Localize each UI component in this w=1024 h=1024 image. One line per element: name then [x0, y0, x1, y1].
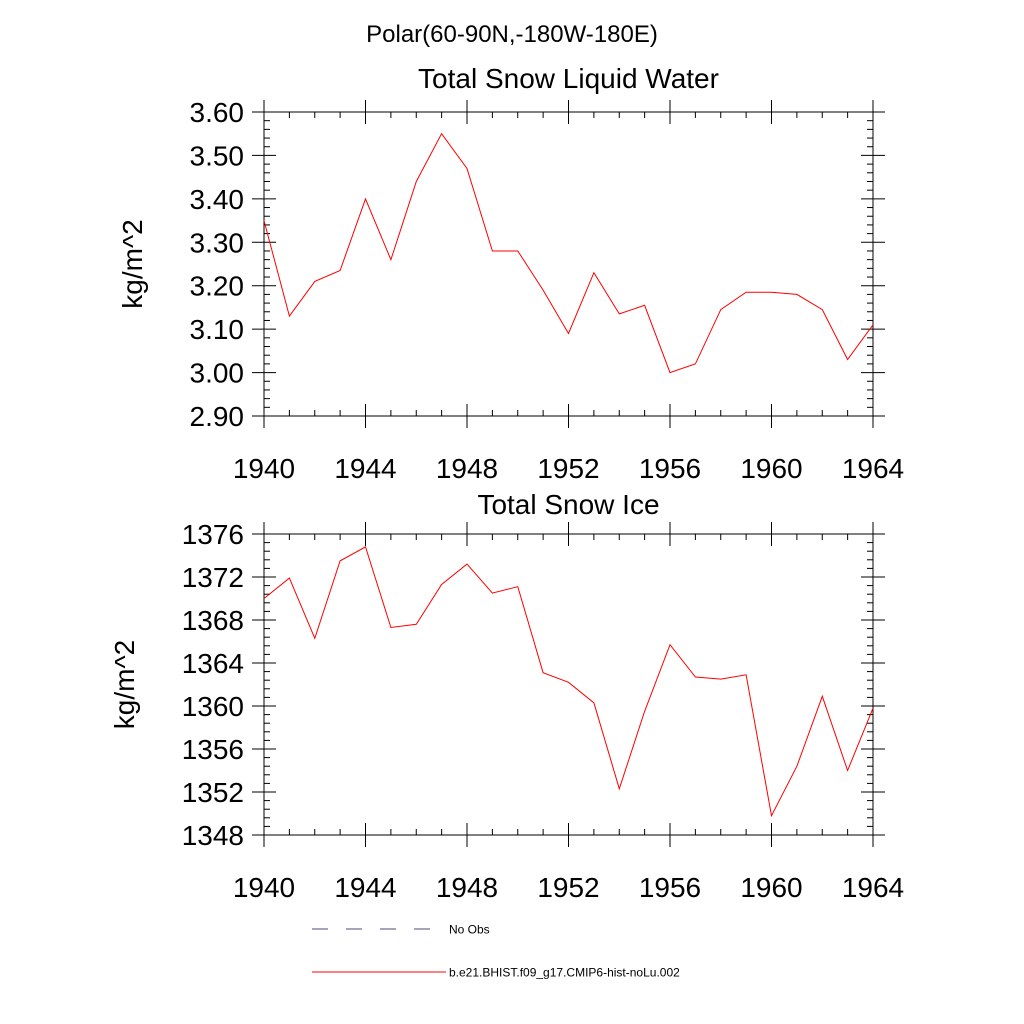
x-tick-label: 1952 [537, 453, 599, 484]
x-tick-label: 1940 [233, 872, 295, 903]
x-tick-label: 1956 [639, 453, 701, 484]
y-tick-label: 3.40 [190, 184, 245, 215]
series-line [263, 132, 874, 374]
y-tick-label: 3.30 [190, 227, 245, 258]
x-tick-label: 1944 [334, 872, 396, 903]
legend: No Obs b.e21.BHIST.f09_g17.CMIP6-hist-no… [312, 923, 680, 980]
y-axis-label: kg/m^2 [109, 640, 140, 729]
plot-frame [263, 533, 874, 836]
x-tick-label: 1960 [740, 453, 802, 484]
y-tick-label: 1368 [182, 605, 244, 636]
y-tick-label: 1356 [182, 734, 244, 765]
x-tick-label: 1964 [842, 453, 904, 484]
legend-label-no-obs: No Obs [449, 923, 490, 937]
x-tick-label: 1944 [334, 453, 396, 484]
x-tick-label: 1948 [436, 453, 498, 484]
y-tick-label: 3.10 [190, 314, 245, 345]
y-tick-label: 1360 [182, 691, 244, 722]
x-tick-label: 1964 [842, 872, 904, 903]
legend-label-model: b.e21.BHIST.f09_g17.CMIP6-hist-noLu.002 [449, 966, 680, 980]
y-tick-label: 3.00 [190, 358, 245, 389]
y-tick-label: 1348 [182, 820, 244, 851]
x-tick-label: 1960 [740, 872, 802, 903]
plot-frame [263, 111, 874, 417]
panel-snow-ice: Total Snow Ice kg/m^2 1348 1352 1356 1360 1364… [109, 489, 904, 903]
series-line [263, 546, 874, 818]
x-tick-label: 1940 [233, 453, 295, 484]
x-tick-label: 1956 [639, 872, 701, 903]
x-tick-label: 1948 [436, 872, 498, 903]
y-tick-label: 1376 [182, 519, 244, 550]
y-tick-label: 2.90 [190, 401, 245, 432]
x-tick-label: 1952 [537, 872, 599, 903]
y-tick-label: 1352 [182, 777, 244, 808]
figure-suptitle: Polar(60-90N,-180W-180E) [366, 21, 658, 48]
y-tick-label: 3.20 [190, 271, 245, 302]
y-tick-label: 3.60 [190, 97, 245, 128]
chart-title: Total Snow Ice [477, 489, 659, 520]
chart-title: Total Snow Liquid Water [418, 63, 719, 94]
y-tick-label: 1364 [182, 648, 244, 679]
y-tick-label: 3.50 [190, 140, 245, 171]
y-axis-label: kg/m^2 [117, 219, 148, 308]
panel-snow-liquid-water: Total Snow Liquid Water kg/m^2 2.90 3.00 3.1… [117, 63, 904, 484]
y-tick-label: 1372 [182, 562, 244, 593]
